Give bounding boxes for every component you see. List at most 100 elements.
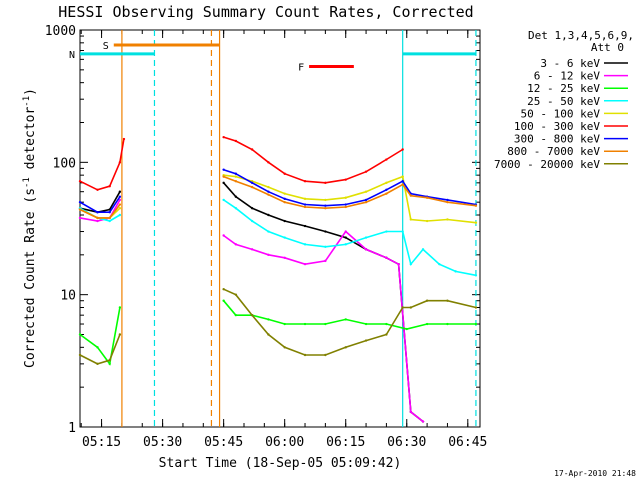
series-point bbox=[364, 190, 368, 193]
series-point bbox=[425, 219, 429, 223]
series-point bbox=[234, 313, 238, 317]
series-point bbox=[324, 322, 327, 326]
series-point bbox=[78, 333, 82, 336]
series-point bbox=[385, 230, 388, 233]
series-line bbox=[79, 334, 121, 365]
series-point bbox=[303, 322, 307, 326]
series-point bbox=[409, 306, 413, 309]
series-point bbox=[324, 259, 327, 263]
series-point bbox=[344, 203, 347, 206]
plot-area bbox=[78, 29, 481, 428]
series-point bbox=[446, 299, 449, 302]
series-point bbox=[283, 256, 286, 259]
series-point bbox=[385, 192, 388, 195]
series-point bbox=[446, 218, 449, 221]
series-point bbox=[234, 175, 238, 178]
series-point bbox=[409, 262, 413, 266]
series-point bbox=[303, 203, 307, 206]
series-line bbox=[79, 138, 125, 191]
series-point bbox=[364, 248, 368, 251]
series-point bbox=[401, 180, 404, 183]
series-point bbox=[364, 170, 368, 173]
series-point bbox=[96, 188, 99, 192]
series-point bbox=[234, 139, 238, 143]
series-point bbox=[438, 262, 441, 266]
series-point bbox=[344, 230, 347, 233]
series-point bbox=[78, 216, 82, 220]
series-point bbox=[425, 299, 429, 302]
y-tick-label: 10 bbox=[60, 289, 76, 304]
x-tick-label: 05:15 bbox=[82, 435, 121, 450]
x-tick-label: 05:30 bbox=[143, 435, 182, 450]
series-point bbox=[78, 208, 82, 211]
series-point bbox=[364, 198, 368, 202]
series-line bbox=[223, 136, 404, 184]
series-point bbox=[421, 248, 425, 251]
series-point bbox=[267, 193, 270, 196]
series-point bbox=[250, 313, 254, 317]
series-point bbox=[474, 306, 478, 309]
series-point bbox=[425, 196, 429, 199]
series-line bbox=[79, 191, 121, 214]
annotation-label-n: N bbox=[69, 50, 75, 61]
x-axis-label: Start Time (18-Sep-05 05:09:42) bbox=[159, 456, 402, 471]
series-point bbox=[324, 245, 327, 248]
series-point bbox=[234, 180, 238, 183]
series-point bbox=[267, 333, 270, 336]
series-point bbox=[344, 318, 347, 321]
annotation-label-f: F bbox=[298, 62, 304, 73]
series-point bbox=[409, 218, 413, 221]
series-point bbox=[425, 322, 429, 326]
legend-label: 100 - 300 keV bbox=[514, 120, 600, 133]
series-point bbox=[385, 333, 388, 336]
series-point bbox=[222, 135, 225, 139]
x-tick-label: 06:45 bbox=[448, 435, 487, 450]
series-point bbox=[108, 219, 111, 223]
series-point bbox=[385, 181, 388, 185]
legend-label: 6 - 12 keV bbox=[534, 70, 601, 83]
series-point bbox=[385, 158, 388, 161]
series-point bbox=[324, 204, 327, 207]
legend-label: 300 - 800 keV bbox=[514, 133, 600, 146]
series-point bbox=[250, 219, 254, 223]
timestamp: 17-Apr-2010 21:48 bbox=[554, 469, 636, 478]
series-point bbox=[283, 236, 286, 239]
series-point bbox=[222, 168, 225, 171]
series-point bbox=[283, 322, 286, 326]
series-point bbox=[474, 221, 478, 224]
series-point bbox=[118, 190, 122, 193]
series-point bbox=[234, 293, 238, 296]
series-point bbox=[324, 198, 327, 202]
series-point bbox=[344, 236, 347, 239]
series-point bbox=[324, 207, 327, 210]
series-point bbox=[409, 410, 413, 414]
series-point bbox=[385, 256, 388, 259]
series-point bbox=[267, 185, 270, 189]
series-point bbox=[108, 210, 111, 214]
legend-header-line2: Att 0 bbox=[591, 41, 624, 54]
series-point bbox=[364, 200, 368, 204]
series-point bbox=[118, 213, 122, 217]
series-point bbox=[421, 420, 425, 423]
series-point bbox=[474, 322, 478, 326]
series-point bbox=[96, 362, 99, 366]
series-point bbox=[344, 196, 347, 199]
series-point bbox=[474, 274, 478, 277]
series-point bbox=[118, 198, 122, 202]
y-tick-label: 1 bbox=[68, 421, 76, 436]
series-point bbox=[401, 306, 404, 309]
annotation-label-s: S bbox=[103, 41, 109, 52]
series-point bbox=[409, 194, 413, 197]
series-point bbox=[401, 175, 404, 178]
series-point bbox=[222, 198, 225, 202]
series-line bbox=[223, 288, 477, 356]
series-point bbox=[222, 175, 225, 178]
legend-label: 50 - 100 keV bbox=[521, 107, 601, 120]
series-point bbox=[401, 230, 404, 233]
series-point bbox=[283, 197, 286, 201]
series-point bbox=[324, 181, 327, 185]
series-point bbox=[222, 234, 225, 237]
series-point bbox=[324, 353, 327, 357]
